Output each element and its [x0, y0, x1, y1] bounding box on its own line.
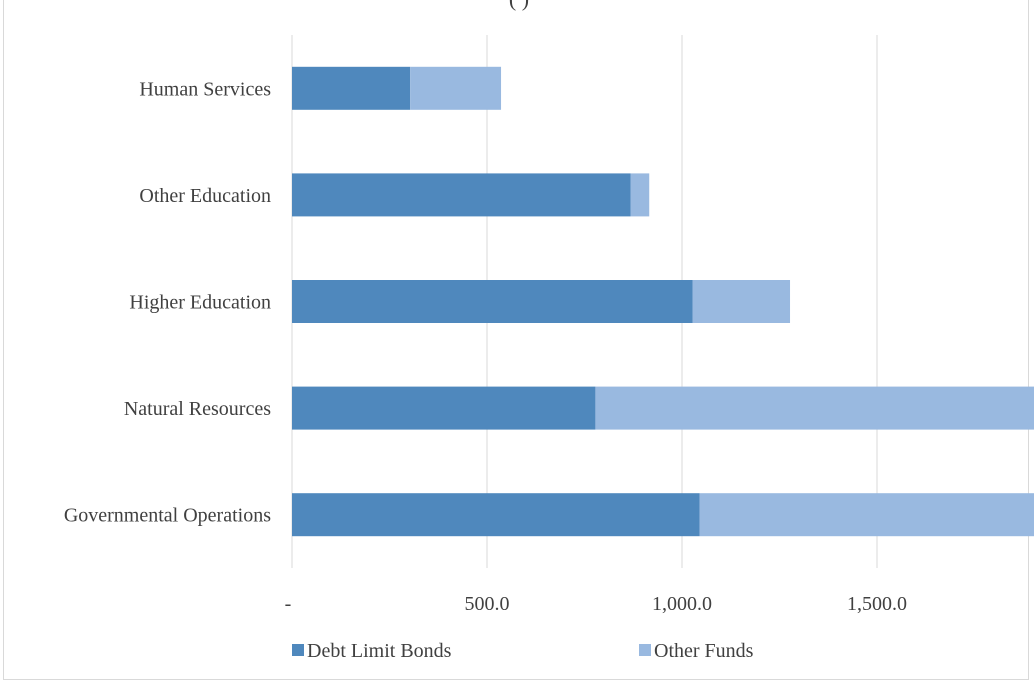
category-label: Natural Resources [124, 398, 271, 420]
bar-other-funds-higher-education [692, 280, 791, 323]
legend-swatch-1 [639, 644, 651, 656]
category-label: Higher Education [129, 292, 271, 314]
x-tick-label: 500.0 [465, 593, 510, 615]
category-label: Other Education [139, 185, 271, 207]
legend: Debt Limit Bonds Other Funds [292, 640, 754, 662]
chart-frame [3, 0, 1029, 680]
bar-other-funds-natural-resources [595, 386, 1034, 430]
bars [292, 66, 1034, 537]
x-tick-label: 1,000.0 [652, 593, 712, 615]
chart-title: ( ) [354, 0, 684, 12]
category-labels: Governmental Operations Natural Resources… [64, 78, 271, 526]
category-label: Human Services [139, 78, 271, 100]
bar-other-funds-governmental-operations [699, 493, 1034, 537]
x-tick-label: - [285, 593, 292, 615]
x-tick-label: 1,500.0 [847, 593, 907, 615]
legend-label-0: Debt Limit Bonds [307, 640, 452, 662]
legend-swatch-0 [292, 644, 304, 656]
bar-other-funds-human-services [410, 66, 502, 110]
bar-debt-limit-bonds-governmental-operations [292, 493, 700, 537]
bar-debt-limit-bonds-human-services [292, 66, 411, 110]
bar-debt-limit-bonds-higher-education [292, 280, 693, 323]
bar-debt-limit-bonds-natural-resources [292, 386, 596, 430]
bar-debt-limit-bonds-other-education [292, 173, 631, 217]
bar-other-funds-other-education [630, 173, 650, 217]
legend-label-1: Other Funds [654, 640, 754, 662]
x-axis-tick-labels: -500.01,000.01,500.02,000.02,500.03,000.… [285, 593, 907, 615]
category-label: Governmental Operations [64, 505, 271, 527]
